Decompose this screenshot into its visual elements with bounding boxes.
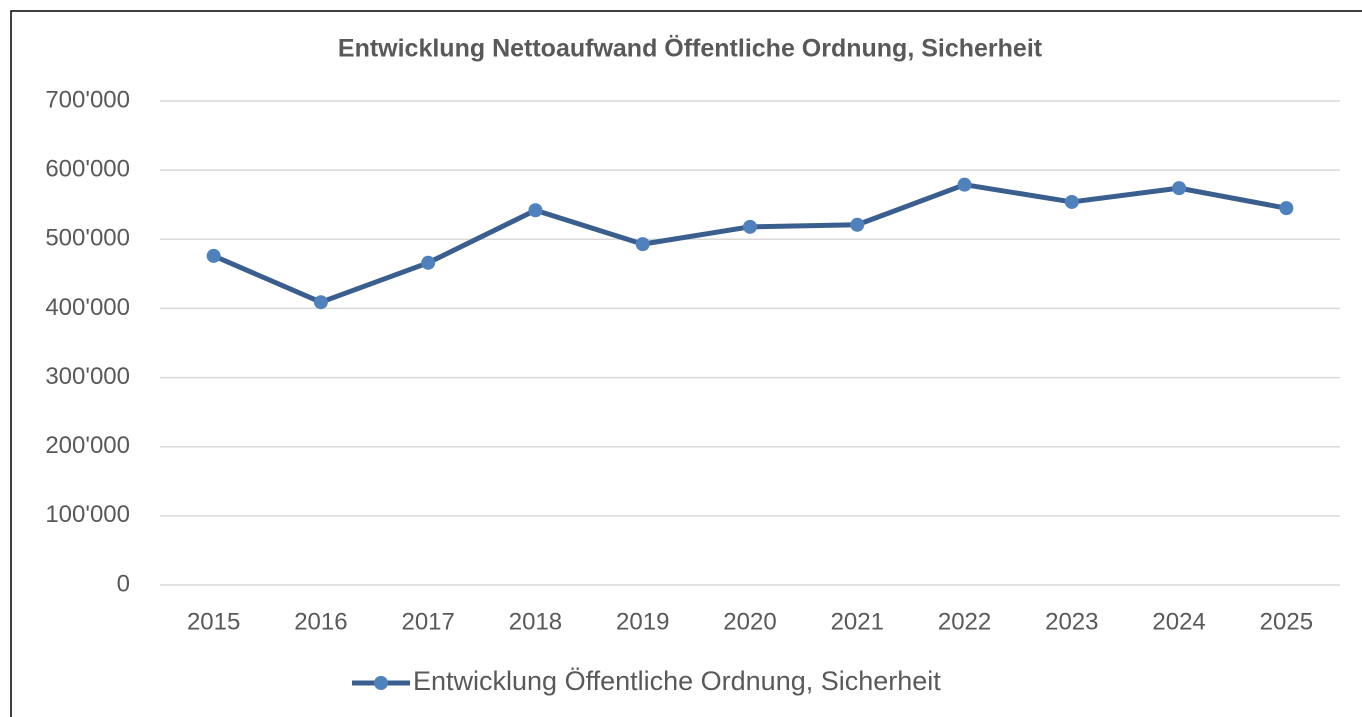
data-point [528, 203, 543, 218]
x-tick-label: 2015 [187, 608, 240, 635]
y-tick-label: 700'000 [45, 86, 130, 113]
x-tick-label: 2024 [1152, 608, 1205, 635]
x-tick-label: 2021 [831, 608, 884, 635]
y-tick-label: 100'000 [45, 501, 130, 528]
x-tick-label: 2023 [1045, 608, 1098, 635]
y-tick-label: 600'000 [45, 155, 130, 182]
y-tick-label: 300'000 [45, 363, 130, 390]
y-tick-label: 500'000 [45, 225, 130, 252]
x-tick-label: 2025 [1260, 608, 1313, 635]
legend-marker [374, 676, 388, 690]
data-point [313, 295, 328, 310]
legend-label: Entwicklung Öffentliche Ordnung, Sicherh… [413, 666, 941, 696]
x-tick-label: 2018 [509, 608, 562, 635]
y-tick-label: 0 [117, 570, 130, 597]
y-tick-label: 200'000 [45, 432, 130, 459]
data-point [957, 177, 972, 192]
data-point [743, 219, 757, 234]
x-tick-label: 2019 [616, 608, 669, 635]
x-tick-label: 2022 [938, 608, 991, 635]
data-point [206, 248, 221, 263]
data-point [1172, 181, 1187, 196]
chart-title: Entwicklung Nettoaufwand Öffentliche Ord… [338, 34, 1043, 63]
data-point [421, 255, 436, 270]
x-tick-label: 2016 [294, 608, 347, 635]
chart-border [10, 10, 1362, 717]
x-tick-label: 2017 [401, 608, 454, 635]
data-point [635, 237, 650, 252]
data-point [1064, 194, 1079, 209]
data-point [1279, 201, 1294, 216]
x-tick-label: 2020 [723, 608, 776, 635]
data-point [850, 217, 865, 232]
y-tick-label: 400'000 [45, 294, 130, 321]
